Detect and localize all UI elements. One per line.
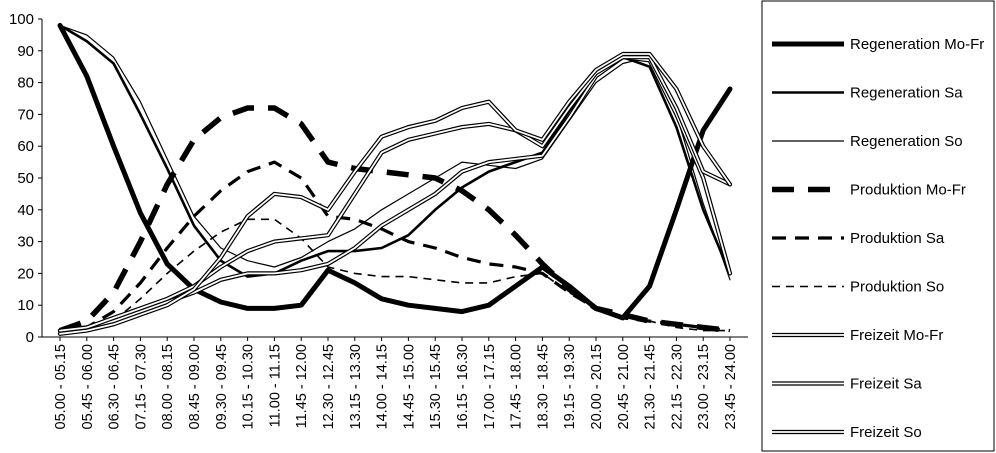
x-tick-label: 16.15 - 16.30	[455, 344, 471, 429]
legend-entry: Produktion Mo-Fr	[772, 182, 966, 199]
y-tick-label: 40	[17, 202, 34, 219]
x-tick-label: 19.15 - 19.30	[562, 344, 578, 429]
series-line	[59, 53, 731, 335]
x-tick-label: 05.00 - 05.15	[53, 344, 69, 429]
series-line	[58, 24, 732, 278]
axes: 0 10 20 30 40 50 60 70 80 90 100 05.00 - 05.15 05.45…	[9, 11, 748, 429]
x-tick-label: 20.00 - 20.15	[589, 344, 605, 429]
x-tick-label: 23.45 - 24.00	[723, 344, 739, 429]
legend-label: Regeneration So	[850, 133, 963, 150]
x-tick-label: 14.00 - 14.15	[375, 344, 391, 429]
legend-label: Produktion Mo-Fr	[850, 182, 966, 199]
legend-box	[761, 0, 995, 452]
series-line	[59, 56, 731, 332]
series-line	[59, 105, 731, 334]
plot-area	[57, 22, 733, 336]
x-tick-label: 12.30 - 12.45	[321, 344, 337, 429]
legend-entry: Regeneration Sa	[772, 85, 963, 102]
legend-label: Freizeit Sa	[850, 376, 922, 393]
x-tick-label: 09.30 - 09.45	[214, 344, 230, 429]
series-line	[59, 218, 730, 335]
legend-label: Regeneration Mo-Fr	[850, 36, 984, 53]
series-1	[58, 24, 732, 278]
series-line	[59, 24, 731, 281]
series-line	[57, 55, 733, 333]
x-tick-label: 06.30 - 06.45	[107, 344, 123, 429]
y-tick-label: 0	[26, 329, 34, 346]
x-tick-label: 20.45 - 21.00	[616, 344, 632, 429]
legend-entry: Freizeit Mo-Fr	[772, 327, 943, 344]
x-tick-label: 15.30 - 15.45	[428, 344, 444, 429]
legend-entry: Produktion Sa	[772, 230, 945, 247]
y-tick-label: 20	[17, 265, 34, 282]
x-tick-label: 07.15 - 07.30	[133, 344, 149, 429]
series-3	[59, 105, 731, 334]
y-tick-label: 100	[9, 11, 34, 28]
series-8	[57, 51, 733, 336]
x-tick-label: 21.30 - 21.45	[643, 344, 659, 429]
legend-entry: Produktion So	[772, 279, 944, 296]
legend-entry: Freizeit So	[772, 424, 922, 441]
series-line	[57, 51, 733, 336]
series-5	[59, 218, 730, 335]
series-2	[59, 24, 731, 281]
x-tick-label: 05.45 - 06.00	[80, 344, 96, 429]
series-line	[57, 55, 733, 333]
legend-label: Freizeit Mo-Fr	[850, 327, 943, 344]
x-tick-label: 23.00 - 23.15	[696, 344, 712, 429]
legend-entry: Freizeit Sa	[772, 376, 922, 393]
x-tick-label: 08.00 - 08.15	[160, 344, 176, 429]
legend-label: Produktion So	[850, 279, 944, 296]
y-tick-label: 90	[17, 43, 34, 60]
x-tick-label: 22.15 - 22.30	[669, 344, 685, 429]
legend-label: Produktion Sa	[850, 230, 945, 247]
x-tick-label: 18.30 - 18.45	[535, 344, 551, 429]
x-tick-label: 17.45 - 18.00	[509, 344, 525, 429]
series-line	[59, 160, 731, 336]
y-tick-label: 10	[17, 297, 34, 314]
x-tick-label: 11.45 - 12.00	[294, 344, 310, 428]
legend: Regeneration Mo-Fr Regeneration Sa Regener…	[761, 0, 995, 452]
y-tick-label: 80	[17, 75, 34, 92]
legend-entry: Regeneration Mo-Fr	[772, 36, 984, 53]
y-tick-label: 30	[17, 234, 34, 251]
legend-label: Freizeit So	[850, 424, 922, 441]
x-tick-label: 13.15 - 13.30	[348, 344, 364, 429]
legend-label: Regeneration Sa	[850, 85, 963, 102]
series-7	[57, 55, 733, 333]
x-tick-label: 10.15 - 10.30	[241, 344, 257, 429]
legend-entry: Regeneration So	[772, 133, 963, 150]
x-tick-label: 08.45 - 09.00	[187, 344, 203, 429]
y-tick-label: 70	[17, 106, 34, 123]
x-tick-label: 17.00 - 17.15	[482, 344, 498, 429]
x-tick-label: 11.00 - 11.15	[267, 344, 283, 427]
series-6	[57, 55, 733, 333]
series-line	[59, 56, 731, 332]
y-tick-label: 50	[17, 170, 34, 187]
series-4	[59, 160, 731, 336]
y-tick-label: 60	[17, 138, 34, 155]
x-tick-label: 14.45 - 15.00	[401, 344, 417, 429]
